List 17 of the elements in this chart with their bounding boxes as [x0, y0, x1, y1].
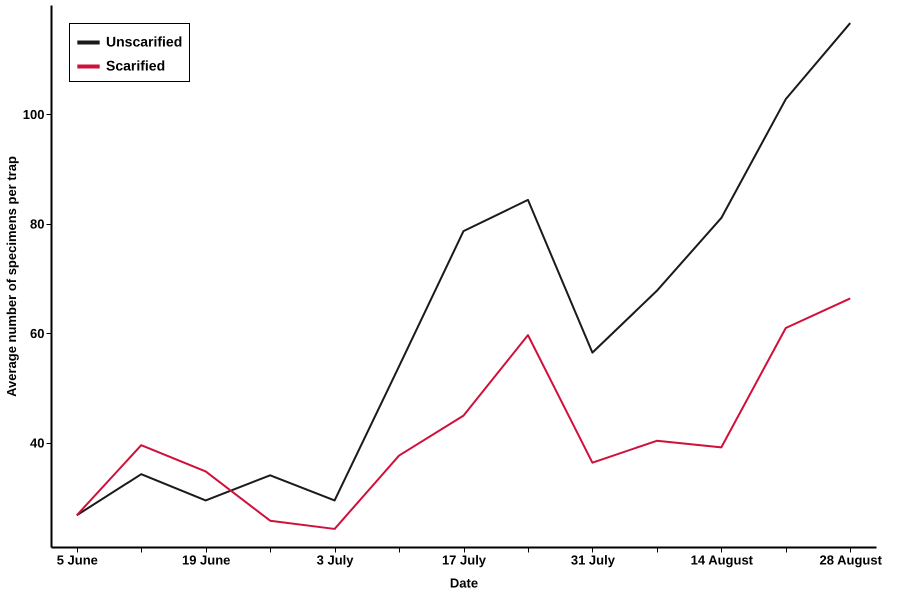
- x-tick-label: 17 July: [442, 552, 487, 568]
- line-series: [76, 22, 852, 516]
- x-tick-label: 5 June: [56, 552, 98, 568]
- y-tick-label: 100: [22, 106, 44, 122]
- x-axis-title: Date: [450, 576, 478, 590]
- y-tick-label: 60: [30, 326, 44, 341]
- x-tick-label: 28 August: [820, 552, 883, 568]
- line-series: [76, 297, 852, 530]
- y-tick-label: 40: [30, 435, 44, 450]
- x-tick-label: 3 July: [316, 552, 354, 568]
- x-tick-label: 14 August: [690, 552, 754, 568]
- x-tick-label: 31 July: [570, 552, 616, 568]
- legend-label: Scarified: [106, 58, 166, 74]
- x-tick-label: 19 June: [182, 552, 230, 568]
- legend-label: Unscarified: [106, 34, 182, 50]
- y-axis-title: Average number of specimens per trap: [4, 156, 19, 397]
- y-tick-label: 80: [30, 216, 44, 232]
